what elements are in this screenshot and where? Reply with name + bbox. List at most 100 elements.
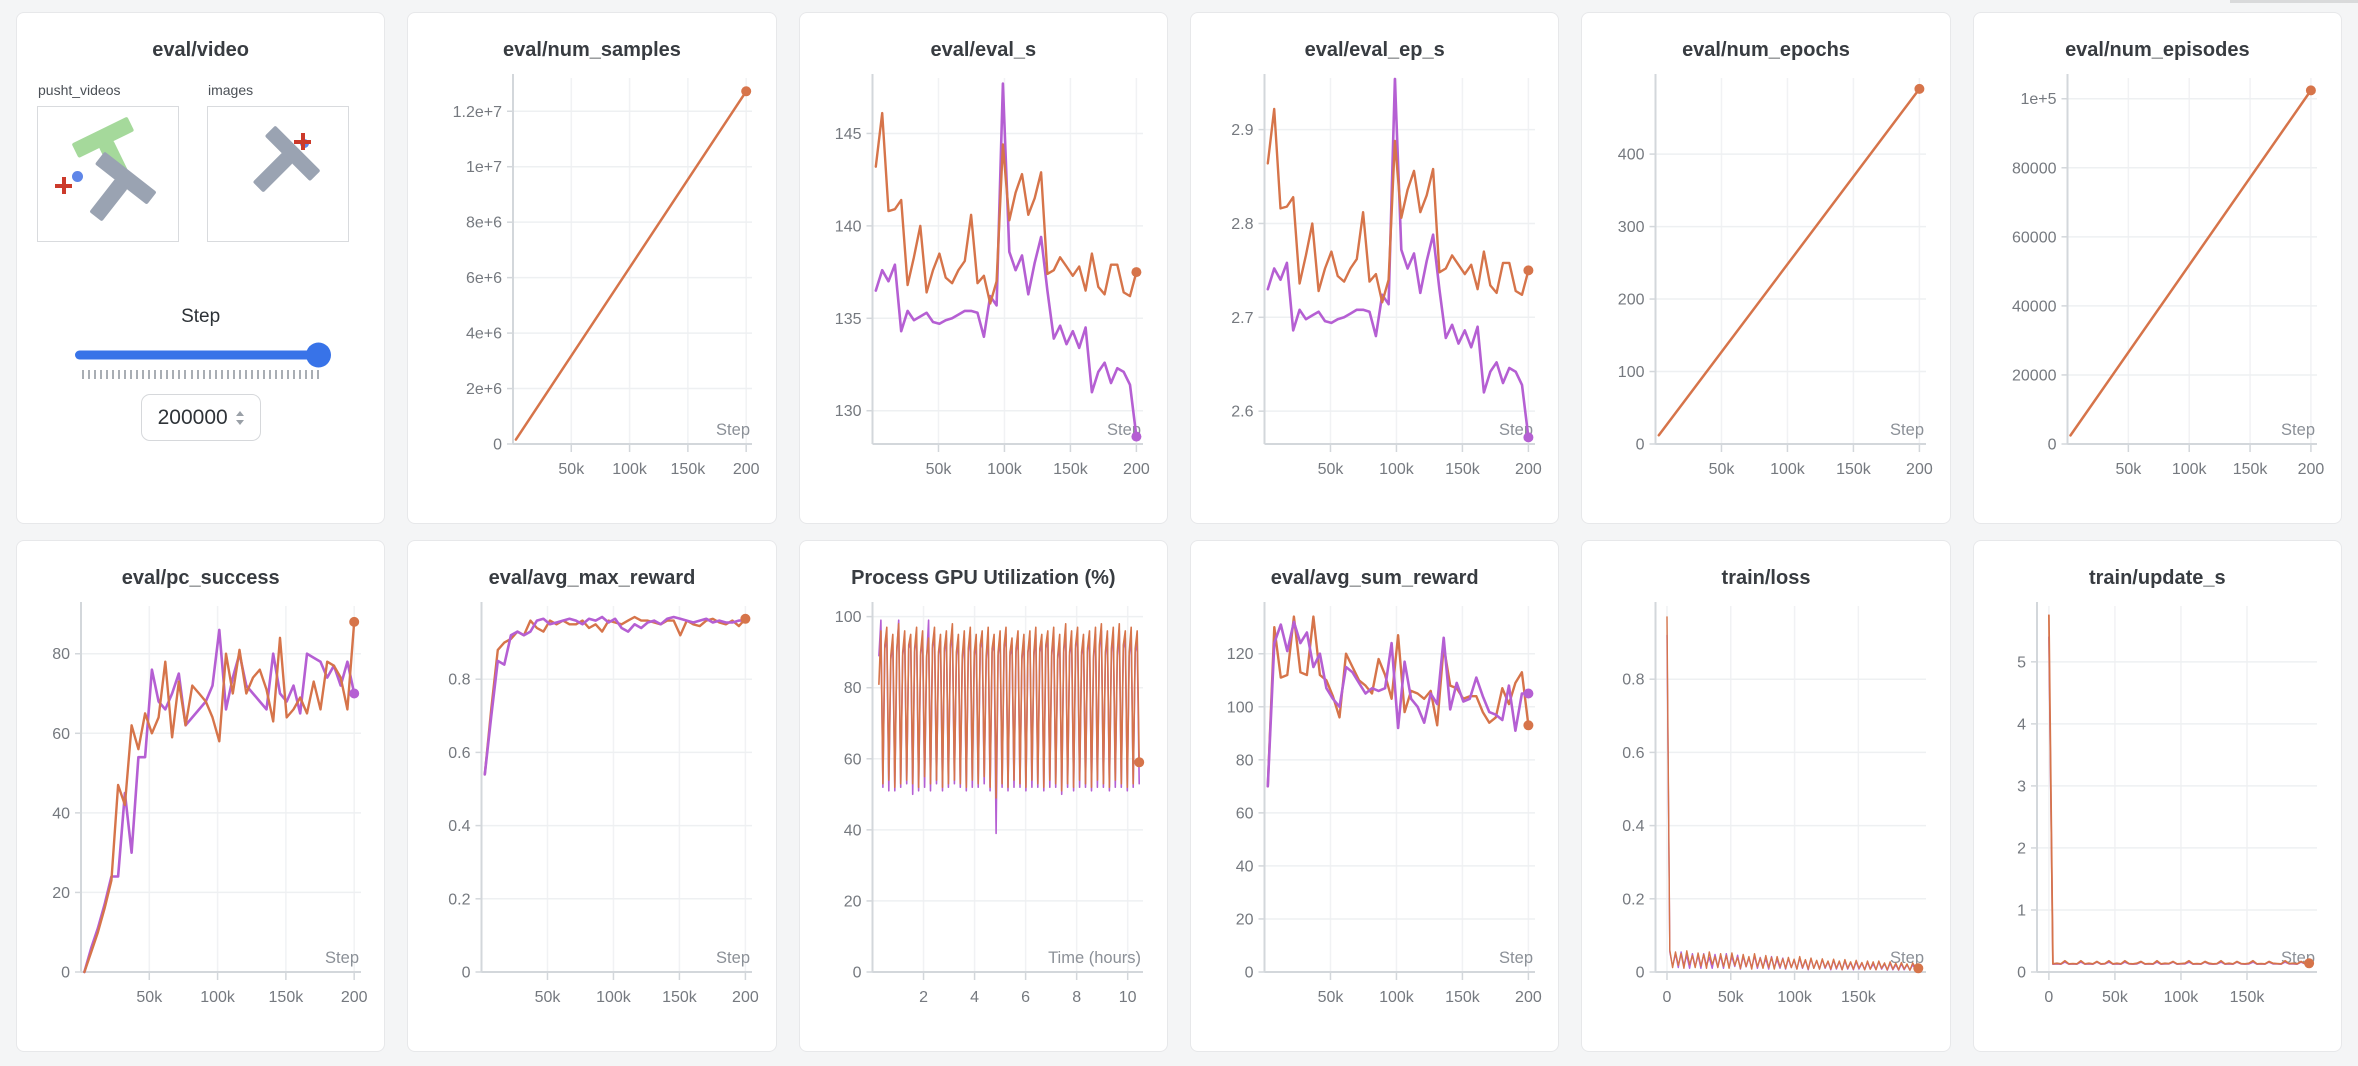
svg-text:200: 200	[1123, 461, 1150, 478]
svg-text:150k: 150k	[268, 989, 304, 1006]
line-chart-eval-pc-success[interactable]: 0 20 40 60 80 50k 100k 150k 200 Step	[33, 596, 369, 1030]
step-slider[interactable]	[74, 342, 331, 367]
svg-text:0.2: 0.2	[448, 891, 470, 908]
step-input-value[interactable]: 200000	[157, 405, 228, 429]
svg-text:50k: 50k	[558, 461, 585, 478]
svg-text:150k: 150k	[1445, 989, 1481, 1006]
svg-text:80000: 80000	[2012, 160, 2057, 177]
svg-text:100: 100	[1618, 364, 1645, 381]
svg-text:2: 2	[2017, 840, 2026, 857]
spinner-up-icon[interactable]	[235, 410, 244, 416]
chart-title: eval/pc_success	[121, 567, 280, 589]
svg-text:145: 145	[835, 126, 862, 143]
goal-cross	[55, 177, 72, 194]
svg-text:0: 0	[2017, 965, 2026, 982]
svg-text:100: 100	[835, 609, 862, 626]
svg-text:60: 60	[844, 751, 862, 768]
svg-text:135: 135	[835, 311, 862, 328]
images-thumbnail[interactable]	[207, 106, 349, 242]
spinner-down-icon[interactable]	[235, 419, 244, 425]
line-chart-eval-num-samples[interactable]: 0 2e+6 4e+6 6e+6 8e+6 1e+7 1.2e+7 50k 100k 150k 20…	[424, 68, 760, 502]
svg-text:0: 0	[853, 965, 862, 982]
svg-text:0: 0	[493, 437, 502, 454]
svg-text:1e+5: 1e+5	[2021, 91, 2057, 108]
svg-text:Step: Step	[1499, 949, 1533, 967]
svg-text:20: 20	[1235, 911, 1253, 928]
svg-text:1e+7: 1e+7	[466, 159, 502, 176]
svg-text:50k: 50k	[1317, 989, 1344, 1006]
panel-eval-num-episodes: eval/num_episodes 0 20000 40000 60000 80000 1e…	[1972, 12, 2342, 524]
svg-text:40: 40	[844, 822, 862, 839]
svg-text:4: 4	[970, 989, 979, 1006]
svg-text:0: 0	[1663, 989, 1672, 1006]
svg-text:3: 3	[2017, 778, 2026, 795]
step-input[interactable]: 200000	[140, 394, 261, 441]
panel-title: eval/video	[152, 39, 250, 61]
panel-eval-pc-success: eval/pc_success 0 20 40 60 80 50k 100k 150k 200 St…	[16, 540, 386, 1052]
svg-text:Step: Step	[325, 949, 359, 967]
line-chart-eval-avg-sum-reward[interactable]: 0 20 40 60 80 100 120 50k 100k 150k 200 Step	[1207, 596, 1543, 1030]
svg-text:50k: 50k	[136, 989, 163, 1006]
svg-text:200: 200	[2298, 461, 2325, 478]
media-images: images	[207, 82, 349, 242]
svg-text:50k: 50k	[1709, 461, 1736, 478]
panel-train-loss: train/loss 0 0.2 0.4 0.6 0.8 0 50k 100k 150k Step	[1581, 540, 1951, 1052]
chart-title: eval/avg_sum_reward	[1270, 567, 1479, 589]
svg-text:0: 0	[1636, 965, 1645, 982]
panel-eval-avg-sum-reward: eval/avg_sum_reward 0 20 40 60 80 100 120 50k 100…	[1190, 540, 1560, 1052]
panel-eval-eval-ep-s: eval/eval_ep_s 2.6 2.7 2.8 2.9 50k 100k 150k 200…	[1190, 12, 1560, 524]
svg-text:0: 0	[1244, 965, 1253, 982]
svg-text:100k: 100k	[1777, 989, 1813, 1006]
slider-track[interactable]	[74, 350, 327, 359]
chart-title: eval/avg_max_reward	[488, 567, 696, 589]
agent-dot	[72, 171, 83, 182]
svg-text:40000: 40000	[2012, 298, 2057, 315]
chart-title: eval/num_epochs	[1682, 39, 1850, 61]
svg-text:150k: 150k	[1841, 989, 1877, 1006]
svg-text:150k: 150k	[1445, 461, 1481, 478]
slider-thumb[interactable]	[305, 342, 331, 367]
svg-text:150k: 150k	[671, 461, 707, 478]
svg-text:50k: 50k	[1317, 461, 1344, 478]
svg-text:20000: 20000	[2012, 367, 2057, 384]
svg-text:150k: 150k	[2230, 989, 2266, 1006]
svg-text:100k: 100k	[200, 989, 236, 1006]
svg-text:Step: Step	[2281, 421, 2315, 439]
svg-text:60: 60	[52, 726, 70, 743]
svg-text:40: 40	[1235, 858, 1253, 875]
line-chart-eval-num-epochs[interactable]: 0 100 200 300 400 50k 100k 150k 200 Step	[1598, 68, 1934, 502]
svg-text:Step: Step	[1890, 421, 1924, 439]
svg-text:150k: 150k	[2233, 461, 2269, 478]
media-label: pusht_videos	[38, 82, 121, 98]
svg-text:1: 1	[2017, 902, 2026, 919]
media-row: pusht_videos images	[17, 68, 384, 242]
svg-text:80: 80	[844, 680, 862, 697]
svg-text:4: 4	[2017, 716, 2026, 733]
svg-text:100k: 100k	[1770, 461, 1806, 478]
chart-title: eval/num_samples	[503, 39, 681, 61]
svg-text:50k: 50k	[1718, 989, 1745, 1006]
media-label: images	[208, 82, 254, 98]
svg-text:100k: 100k	[2164, 989, 2200, 1006]
panel-train-update-s: train/update_s 0 1 2 3 4 5 0 50k 100k 150k Step	[1972, 540, 2342, 1052]
svg-text:8: 8	[1073, 989, 1082, 1006]
chart-title: Process GPU Utilization (%)	[851, 567, 1116, 589]
line-chart-eval-num-episodes[interactable]: 0 20000 40000 60000 80000 1e+5 50k 100k 150k 200 S…	[1989, 68, 2325, 502]
number-spinner[interactable]	[235, 410, 244, 425]
line-chart-process-gpu-utilization[interactable]: 0 20 40 60 80 100 2 4 6 8 10 Time (hours)	[815, 596, 1151, 1030]
svg-text:Step: Step	[716, 421, 750, 439]
pusht-video-thumbnail[interactable]	[37, 106, 179, 242]
line-chart-eval-avg-max-reward[interactable]: 0 0.2 0.4 0.6 0.8 50k 100k 150k 200 Step	[424, 596, 760, 1030]
svg-text:100k: 100k	[612, 461, 648, 478]
line-chart-train-loss[interactable]: 0 0.2 0.4 0.6 0.8 0 50k 100k 150k Step	[1598, 596, 1934, 1030]
svg-text:50k: 50k	[535, 989, 562, 1006]
panel-eval-num-epochs: eval/num_epochs 0 100 200 300 400 50k 100k 150k 2…	[1581, 12, 1951, 524]
svg-text:0.4: 0.4	[1622, 818, 1644, 835]
svg-text:Time (hours): Time (hours)	[1048, 949, 1141, 967]
panel-eval-video: eval/video pusht_videos	[16, 12, 386, 524]
svg-text:6e+6: 6e+6	[466, 270, 502, 287]
